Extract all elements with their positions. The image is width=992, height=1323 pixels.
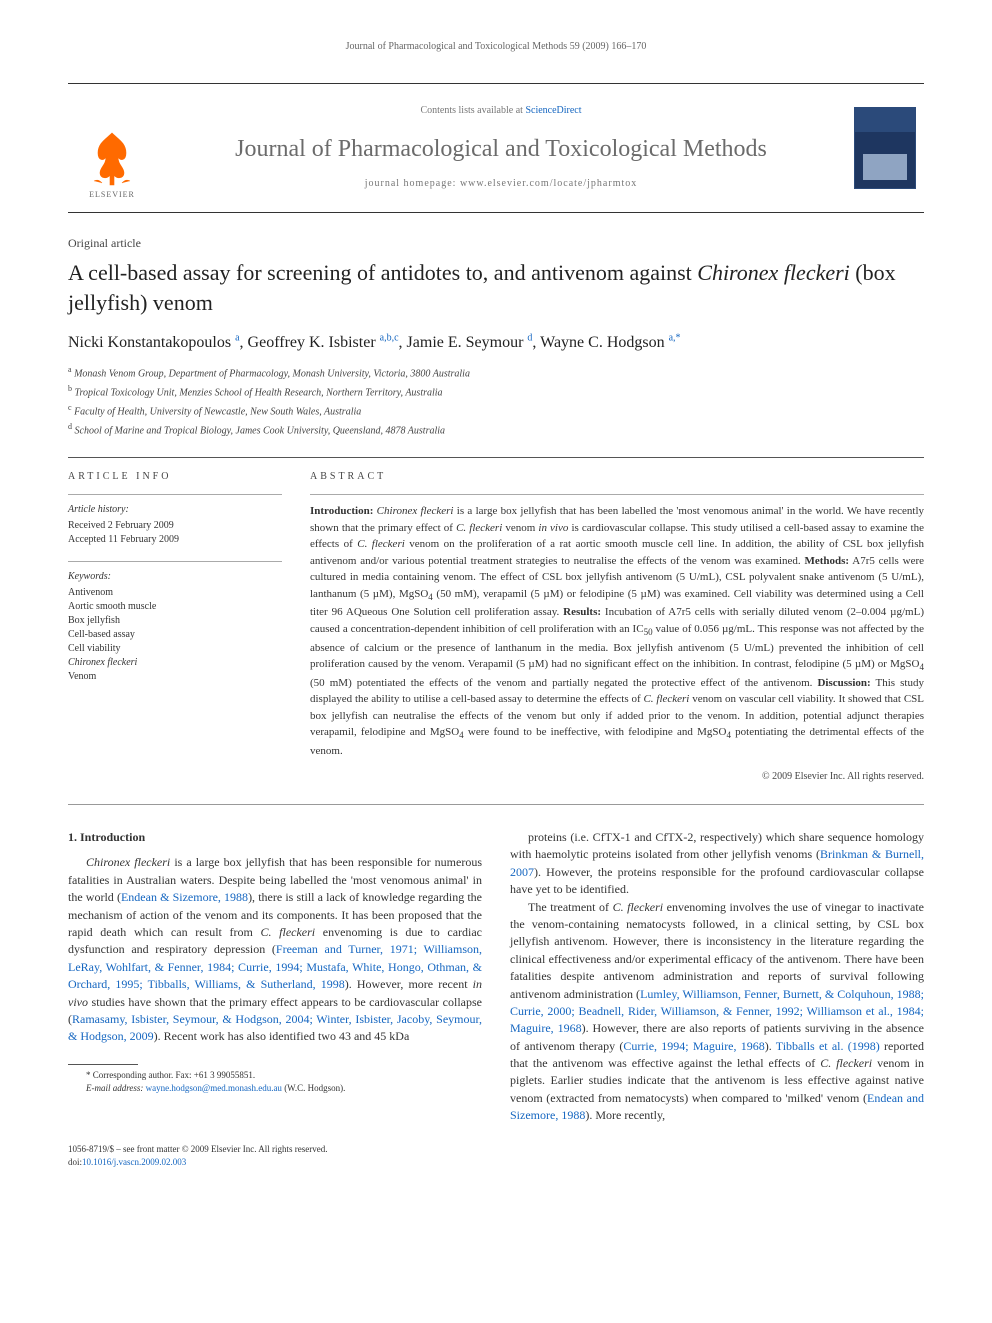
email-suffix: (W.C. Hodgson). [282, 1083, 345, 1093]
abstract-copyright: © 2009 Elsevier Inc. All rights reserved… [310, 770, 924, 785]
keyword: Antivenom [68, 586, 282, 600]
masthead-center: Contents lists available at ScienceDirec… [156, 84, 846, 212]
publisher-logo-text: ELSEVIER [89, 189, 135, 201]
homepage-label: journal homepage: [365, 178, 460, 189]
journal-title: Journal of Pharmacological and Toxicolog… [235, 132, 767, 167]
info-rule-2 [68, 561, 282, 562]
ref-endean-1988b[interactable]: Endean and Sizemore, 1988 [510, 1091, 924, 1122]
email-link[interactable]: wayne.hodgson@med.monash.edu.au [146, 1083, 282, 1093]
article-info-column: ARTICLE INFO Article history: Received 2… [68, 470, 282, 784]
journal-homepage-line: journal homepage: www.elsevier.com/locat… [365, 177, 638, 192]
title-separator [68, 457, 924, 458]
keywords-block: Keywords: AntivenomAortic smooth muscleB… [68, 570, 282, 684]
keyword-italic: Chironex fleckeri [68, 656, 282, 670]
abstract-body-separator [68, 804, 924, 805]
corresponding-author-footnote: * Corresponding author. Fax: +61 3 99055… [68, 1069, 482, 1082]
affiliation-line: b Tropical Toxicology Unit, Menzies Scho… [68, 383, 924, 401]
intro-para-2: proteins (i.e. CfTX-1 and CfTX-2, respec… [510, 829, 924, 899]
email-label: E-mail address: [86, 1083, 146, 1093]
info-rule [68, 494, 282, 495]
keyword: Box jellyfish [68, 614, 282, 628]
keyword-last: Venom [68, 670, 282, 684]
keyword: Aortic smooth muscle [68, 600, 282, 614]
article-type: Original article [68, 235, 924, 252]
affiliation-line: c Faculty of Health, University of Newca… [68, 402, 924, 420]
ref-ramasamy-2004[interactable]: Ramasamy, Isbister, Seymour, & Hodgson, … [68, 1012, 482, 1043]
intro-para-1: Chironex fleckeri is a large box jellyfi… [68, 854, 482, 1045]
doi-label: doi: [68, 1157, 82, 1167]
article-history: Article history: Received 2 February 200… [68, 503, 282, 547]
journal-cover-box [846, 84, 924, 212]
page-footer: 1056-8719/$ – see front matter © 2009 El… [68, 1143, 924, 1169]
journal-cover-thumbnail [854, 107, 916, 189]
doi-link[interactable]: 10.1016/j.vascn.2009.02.003 [82, 1157, 186, 1167]
title-species: Chironex fleckeri [697, 260, 850, 285]
title-pre: A cell-based assay for screening of anti… [68, 260, 697, 285]
article-body: 1. Introduction Chironex fleckeri is a l… [68, 829, 924, 1125]
email-footnote: E-mail address: wayne.hodgson@med.monash… [68, 1082, 482, 1095]
elsevier-tree-icon [88, 131, 136, 187]
footer-front-matter: 1056-8719/$ – see front matter © 2009 El… [68, 1143, 924, 1156]
abstract-rule [310, 494, 924, 495]
affiliations: a Monash Venom Group, Department of Phar… [68, 364, 924, 438]
journal-masthead: ELSEVIER Contents lists available at Sci… [68, 83, 924, 213]
contents-prefix: Contents lists available at [420, 105, 525, 116]
elsevier-logo: ELSEVIER [77, 126, 147, 206]
ref-currie-1994[interactable]: Currie, 1994; Maguire, 1968 [623, 1039, 764, 1053]
ref-lumley-1988[interactable]: Lumley, Williamson, Fenner, Burnett, & C… [510, 987, 924, 1036]
abstract-column: ABSTRACT Introduction: Chironex fleckeri… [310, 470, 924, 784]
homepage-url: www.elsevier.com/locate/jpharmtox [460, 178, 637, 189]
received-date: Received 2 February 2009 [68, 519, 282, 533]
running-header: Journal of Pharmacological and Toxicolog… [68, 40, 924, 55]
ref-tibballs-1998[interactable]: Tibballs et al. (1998) [776, 1039, 880, 1053]
ref-brinkman-2007[interactable]: Brinkman & Burnell, 2007 [510, 847, 924, 878]
abstract-text: Introduction: Chironex fleckeri is a lar… [310, 503, 924, 759]
publisher-logo-box: ELSEVIER [68, 84, 156, 212]
sciencedirect-link[interactable]: ScienceDirect [525, 105, 581, 116]
article-info-heading: ARTICLE INFO [68, 470, 282, 485]
history-label: Article history: [68, 503, 282, 517]
affiliation-line: d School of Marine and Tropical Biology,… [68, 421, 924, 439]
keyword: Cell viability [68, 642, 282, 656]
affiliation-line: a Monash Venom Group, Department of Phar… [68, 364, 924, 382]
article-title: A cell-based assay for screening of anti… [68, 258, 924, 317]
intro-para-3: The treatment of C. fleckeri envenoming … [510, 899, 924, 1125]
section-1-heading: 1. Introduction [68, 829, 482, 846]
authors-line: Nicki Konstantakopoulos a, Geoffrey K. I… [68, 331, 924, 354]
abstract-heading: ABSTRACT [310, 470, 924, 485]
accepted-date: Accepted 11 February 2009 [68, 533, 282, 547]
keywords-label: Keywords: [68, 570, 282, 584]
footnote-separator [68, 1064, 482, 1065]
ref-freeman-1971[interactable]: Freeman and Turner, 1971; Williamson, Le… [68, 942, 482, 991]
contents-available-line: Contents lists available at ScienceDirec… [420, 104, 581, 119]
info-abstract-row: ARTICLE INFO Article history: Received 2… [68, 470, 924, 784]
ref-endean-1988[interactable]: Endean & Sizemore, 1988 [121, 890, 248, 904]
keyword: Cell-based assay [68, 628, 282, 642]
